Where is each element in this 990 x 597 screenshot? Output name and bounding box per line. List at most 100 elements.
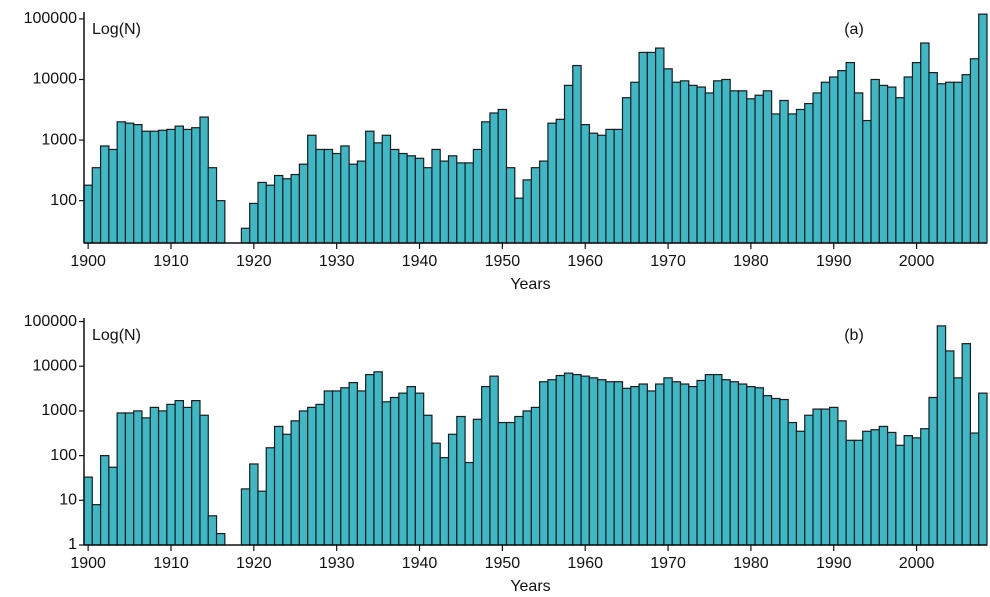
bar [356,160,367,244]
y-tick-label: 100 [50,447,77,464]
bar [298,163,309,244]
bar [928,71,938,244]
bar [878,84,889,244]
bar [845,61,856,244]
x-tick-label: 1970 [650,253,686,270]
bar [406,386,416,546]
bar [373,371,383,546]
bar [779,398,789,546]
bar [795,108,806,244]
bar [746,386,756,546]
bar [804,414,814,546]
bar [729,90,740,244]
x-tick-label: 1960 [567,253,603,270]
bar [307,406,317,546]
bar [108,148,118,244]
bar [870,78,880,244]
bar [605,381,615,546]
x-tick-label: 1910 [153,253,189,270]
bar [555,118,566,244]
bar [174,400,185,546]
x-tick-label: 1910 [153,555,189,572]
bar [721,379,731,546]
panel-label: (a) [844,21,864,38]
bar [265,184,276,244]
bar [903,435,914,546]
y-axis-label: Log(N) [92,327,141,344]
bar [481,386,491,546]
x-tick-label: 1930 [319,555,355,572]
bar [936,325,947,546]
bar [348,382,358,546]
bar [771,397,781,546]
y-tick-label: 10000 [33,71,78,88]
bar [679,80,690,244]
bar [447,155,458,244]
bar [166,128,176,244]
bar [795,430,806,546]
bar [199,116,209,244]
bar [936,83,947,244]
x-tick-label: 1950 [485,555,521,572]
bar [91,504,102,546]
panel-label: (b) [844,327,864,344]
x-tick-label: 1980 [733,555,769,572]
bar [953,81,963,244]
bar [878,425,889,546]
bar [911,61,922,244]
bar [762,395,773,546]
bar [497,108,508,244]
x-tick-label: 1990 [816,253,852,270]
bar [820,408,831,546]
x-tick-label: 1970 [650,555,686,572]
bar [99,455,110,546]
bar [837,70,847,244]
bar [472,418,483,546]
y-tick-label: 100000 [24,313,77,330]
bar [423,167,433,244]
bar [688,84,698,244]
bar [928,396,938,546]
bar [414,392,425,546]
bar [489,375,499,546]
bar [911,437,922,546]
bar [920,42,930,244]
bar [414,157,425,244]
bar [174,125,185,244]
bar [679,383,690,546]
bar [563,372,574,546]
x-tick-label: 2000 [899,555,935,572]
bar [920,428,930,546]
y-axis-label: Log(N) [92,21,141,38]
x-tick-label: 1900 [70,253,106,270]
bar [663,377,673,546]
bar [149,130,160,244]
bar [141,130,151,244]
bar [514,197,524,244]
bar [688,386,698,546]
bar [539,381,549,546]
bar [290,420,300,546]
bar [671,81,682,244]
bar [331,390,342,546]
bar [141,417,151,546]
bar [240,227,251,244]
bar [331,152,342,244]
bar [828,76,839,244]
bar [621,97,632,244]
bar [157,129,168,244]
bar [903,76,914,244]
bar [257,181,267,244]
bar [721,78,731,244]
bar [315,148,325,244]
bar [307,134,317,244]
x-tick-label: 1930 [319,253,355,270]
bar [456,162,466,244]
y-tick-label: 1000 [41,131,77,148]
x-tick-label: 1940 [402,555,438,572]
x-tick-label: 1980 [733,253,769,270]
bar [124,412,135,546]
bar [630,386,640,546]
bar [621,387,632,546]
